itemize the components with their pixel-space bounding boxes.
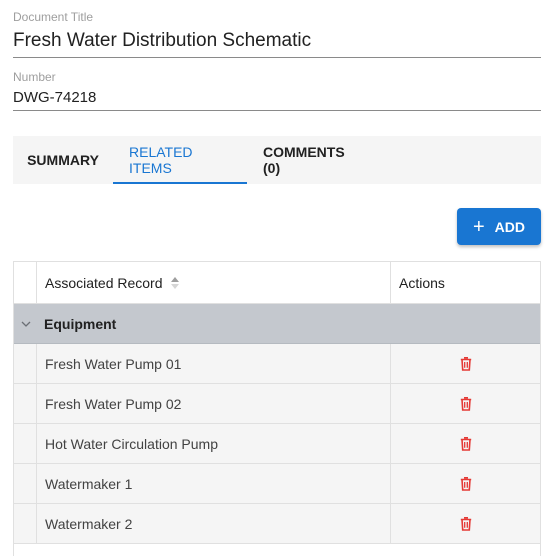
- group-row-equipment[interactable]: Equipment: [14, 304, 540, 344]
- row-record[interactable]: Hot Water Circulation Pump: [37, 424, 391, 463]
- row-record[interactable]: Fresh Water Pump 02: [37, 384, 391, 423]
- grid-header: Associated Record Actions: [14, 262, 540, 304]
- tab-summary[interactable]: SUMMARY: [27, 152, 99, 168]
- column-header-record-label: Associated Record: [45, 274, 163, 291]
- sort-icon[interactable]: [170, 276, 179, 289]
- chevron-down-icon[interactable]: [14, 321, 37, 327]
- add-button[interactable]: + ADD: [457, 208, 541, 245]
- trash-icon[interactable]: [458, 515, 474, 533]
- row-gutter: [14, 384, 37, 423]
- document-title-label: Document Title: [13, 10, 94, 24]
- number-value[interactable]: DWG-74218: [13, 89, 97, 106]
- related-items-grid: Associated Record Actions Equipment Fres…: [13, 261, 541, 556]
- column-header-actions-label: Actions: [399, 274, 445, 291]
- group-label: Equipment: [44, 315, 117, 332]
- column-header-associated-record[interactable]: Associated Record: [37, 262, 391, 303]
- document-title-field[interactable]: Document Title Fresh Water Distribution …: [13, 9, 541, 58]
- trash-icon[interactable]: [458, 475, 474, 493]
- table-row: Fresh Water Pump 01: [14, 344, 540, 384]
- row-actions: [391, 344, 540, 383]
- trash-icon[interactable]: [458, 355, 474, 373]
- tab-bar: SUMMARY RELATED ITEMS COMMENTS (0): [13, 136, 541, 184]
- row-actions: [391, 464, 540, 503]
- row-record[interactable]: Fresh Water Pump 01: [37, 344, 391, 383]
- table-row: Fresh Water Pump 02: [14, 384, 540, 424]
- row-record[interactable]: Watermaker 2: [37, 504, 391, 543]
- plus-icon: +: [472, 215, 485, 238]
- number-label: Number: [13, 70, 56, 84]
- tab-related-items[interactable]: RELATED ITEMS: [113, 136, 247, 184]
- column-header-actions: Actions: [391, 262, 540, 303]
- tab-comments[interactable]: COMMENTS (0): [263, 144, 345, 176]
- row-gutter: [14, 464, 37, 503]
- trash-icon[interactable]: [458, 435, 474, 453]
- row-actions: [391, 424, 540, 463]
- table-row: Watermaker 2: [14, 504, 540, 544]
- row-record[interactable]: Watermaker 1: [37, 464, 391, 503]
- number-field[interactable]: Number DWG-74218: [13, 69, 541, 111]
- table-row: Hot Water Circulation Pump: [14, 424, 540, 464]
- header-gutter: [14, 262, 37, 303]
- trash-icon[interactable]: [458, 395, 474, 413]
- row-actions: [391, 384, 540, 423]
- table-row: Watermaker 1: [14, 464, 540, 504]
- row-gutter: [14, 424, 37, 463]
- row-actions: [391, 504, 540, 543]
- row-gutter: [14, 504, 37, 543]
- add-button-label: ADD: [494, 218, 526, 235]
- document-title-value[interactable]: Fresh Water Distribution Schematic: [13, 30, 312, 51]
- row-gutter: [14, 344, 37, 383]
